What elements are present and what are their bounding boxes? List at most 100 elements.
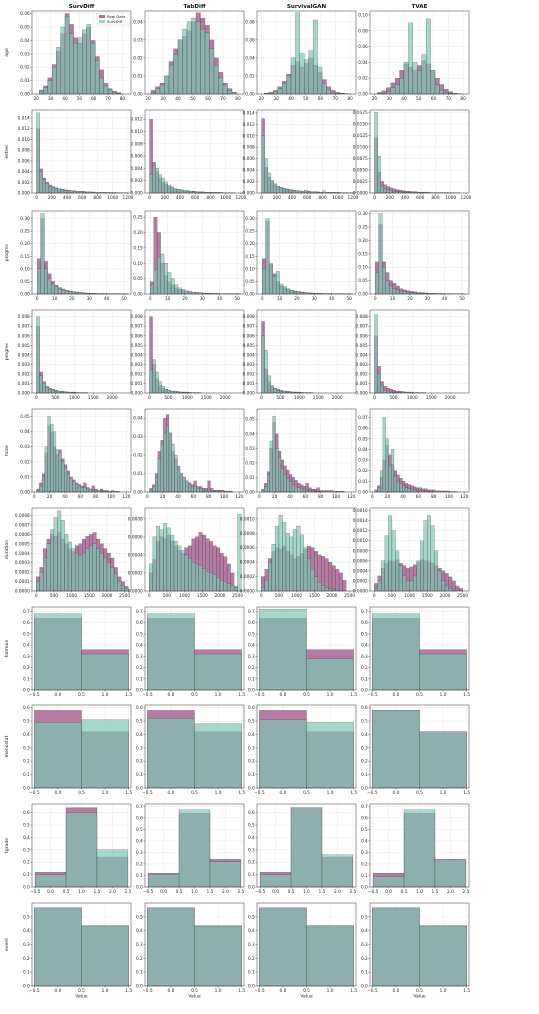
synthetic-data-bar: [274, 184, 277, 193]
synthetic-data-bar: [169, 433, 172, 492]
synthetic-data-bar: [75, 484, 78, 492]
synthetic-data-bar: [48, 417, 51, 492]
y-tick-label: 0.1: [361, 676, 368, 682]
synthetic-data-bar: [397, 481, 400, 492]
synthetic-data-bar: [297, 526, 301, 591]
y-tick-label: 0.6: [136, 705, 143, 711]
y-tick-label: 0.003: [355, 362, 368, 368]
synthetic-data-bar: [192, 18, 197, 94]
synthetic-data-bar: [168, 185, 171, 193]
x-tick-label: 0: [149, 296, 152, 302]
x-tick-label: 30: [386, 96, 392, 102]
y-tick-label: 0.15: [133, 245, 143, 251]
synthetic-data-bar: [318, 67, 322, 94]
synthetic-data-bar: [431, 526, 435, 591]
synthetic-data-bar: [307, 926, 354, 986]
synthetic-data-bar: [274, 388, 277, 393]
synthetic-data-bar: [331, 92, 335, 94]
y-tick-label: 0.04: [20, 38, 30, 44]
y-tick-label: 0.5: [361, 631, 368, 637]
y-tick-label: 0.03: [245, 446, 255, 452]
y-tick-label: 0.0010: [240, 516, 255, 522]
y-tick-label: 0.006: [17, 333, 30, 339]
y-tick-label: 0.004: [355, 352, 368, 358]
synthetic-data-bar: [65, 16, 69, 94]
y-tick-label: 0.4: [248, 732, 255, 738]
y-tick-label: 0.0002: [128, 570, 143, 576]
y-tick-label: 0.0008: [128, 516, 143, 522]
y-tick-label: 0.1: [136, 676, 143, 682]
y-tick-label: 0.03: [133, 434, 143, 440]
x-tick-label: −0.5: [254, 988, 265, 994]
y-tick-label: 0.4: [136, 643, 143, 649]
y-tick-label: 0.006: [17, 158, 30, 164]
y-tick-label: 0.6: [23, 620, 30, 626]
y-tick-label: 0.4: [248, 835, 255, 841]
synthetic-data-bar: [278, 89, 282, 94]
y-tick-label: 0.004: [242, 168, 255, 174]
x-tick-label: 1.0: [440, 790, 447, 796]
y-tick-label: 0.04: [358, 60, 368, 66]
x-tick-label: 2000: [445, 395, 456, 401]
y-tick-label: 0.01: [20, 78, 30, 84]
y-tick-label: 0.05: [20, 414, 30, 420]
synthetic-data-bar: [275, 526, 279, 591]
synthetic-data-bar: [174, 541, 178, 591]
y-tick-label: 0.06: [358, 426, 368, 432]
y-tick-label: 0.2: [361, 861, 368, 867]
synthetic-data-bar: [99, 78, 103, 94]
y-tick-label: 0.6: [248, 810, 255, 816]
y-tick-label: 0.6: [361, 620, 368, 626]
synthetic-data-bar: [280, 187, 283, 193]
y-tick-label: 0.04: [358, 447, 368, 453]
synthetic-data-bar: [87, 24, 91, 94]
x-tick-label: 0: [374, 296, 377, 302]
x-tick-label: 2.5: [237, 889, 244, 895]
y-tick-label: 0.3: [248, 847, 255, 853]
x-tick-label: −0.5: [368, 889, 379, 895]
synthetic-data-bar: [438, 571, 442, 591]
synthetic-data-bar: [300, 53, 304, 94]
synthetic-data-bar: [270, 441, 273, 492]
y-tick-label: 0.08: [245, 19, 255, 25]
synthetic-data-bar: [39, 486, 42, 492]
synthetic-data-bar: [297, 292, 300, 294]
y-tick-label: 0.5: [23, 914, 30, 920]
synthetic-data-bar: [395, 551, 399, 591]
x-tick-label: 500: [163, 593, 171, 599]
x-tick-label: 20: [385, 494, 391, 500]
y-tick-label: 0.6: [248, 620, 255, 626]
x-tick-label: 80: [235, 96, 241, 102]
synthetic-data-bar: [325, 587, 329, 591]
x-tick-label: 0.0: [280, 988, 287, 994]
synthetic-data-bar: [304, 548, 308, 591]
y-tick-label: 0.0100: [353, 144, 368, 150]
x-tick-label: 0.0: [280, 692, 287, 698]
y-tick-label: 0.01: [358, 479, 368, 485]
axes-frame: [32, 310, 131, 393]
synthetic-data-bar: [322, 191, 325, 193]
x-tick-label: 2000: [214, 593, 225, 599]
synthetic-data-bar: [295, 191, 298, 193]
synthetic-data-bar: [57, 511, 61, 591]
axes-frame: [257, 310, 356, 393]
x-tick-label: 1.5: [350, 790, 357, 796]
x-tick-label: −0.5: [143, 889, 154, 895]
synthetic-data-bar: [185, 555, 189, 591]
x-tick-label: 0: [373, 593, 376, 599]
synthetic-data-bar: [110, 567, 114, 591]
y-tick-label: 0.0: [361, 688, 368, 694]
x-tick-label: 30: [48, 96, 54, 102]
synthetic-data-bar: [290, 537, 294, 591]
x-tick-label: 30: [273, 96, 279, 102]
x-tick-label: 0: [260, 593, 263, 599]
y-tick-label: 0.05: [245, 417, 255, 423]
